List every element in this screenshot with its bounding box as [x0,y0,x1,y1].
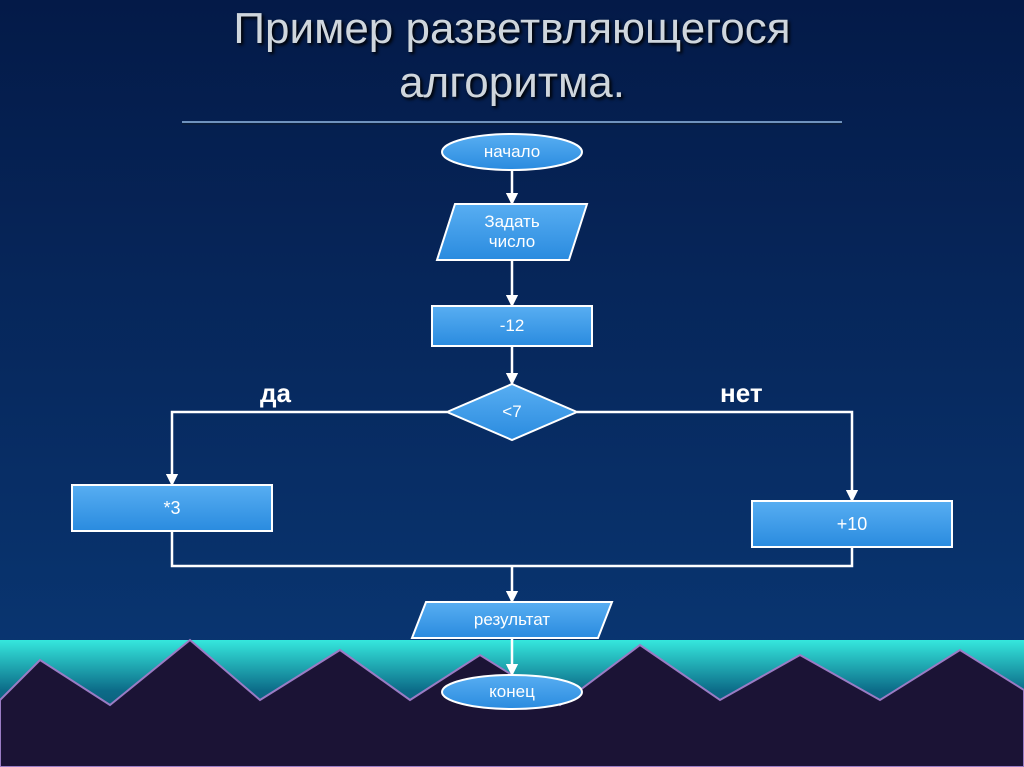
node-input [437,204,587,260]
connector [172,531,512,566]
flowchart-layer [0,0,1024,767]
node-dec [447,384,577,440]
node-op1 [432,306,592,346]
connector [577,412,852,501]
node-opYes [72,485,272,531]
node-opNo [752,501,952,547]
slide: Пример разветвляющегося алгоритма. начал… [0,0,1024,767]
node-output [412,602,612,638]
node-end [442,675,582,709]
connector [512,547,852,566]
node-start [442,134,582,170]
connector [172,412,447,485]
